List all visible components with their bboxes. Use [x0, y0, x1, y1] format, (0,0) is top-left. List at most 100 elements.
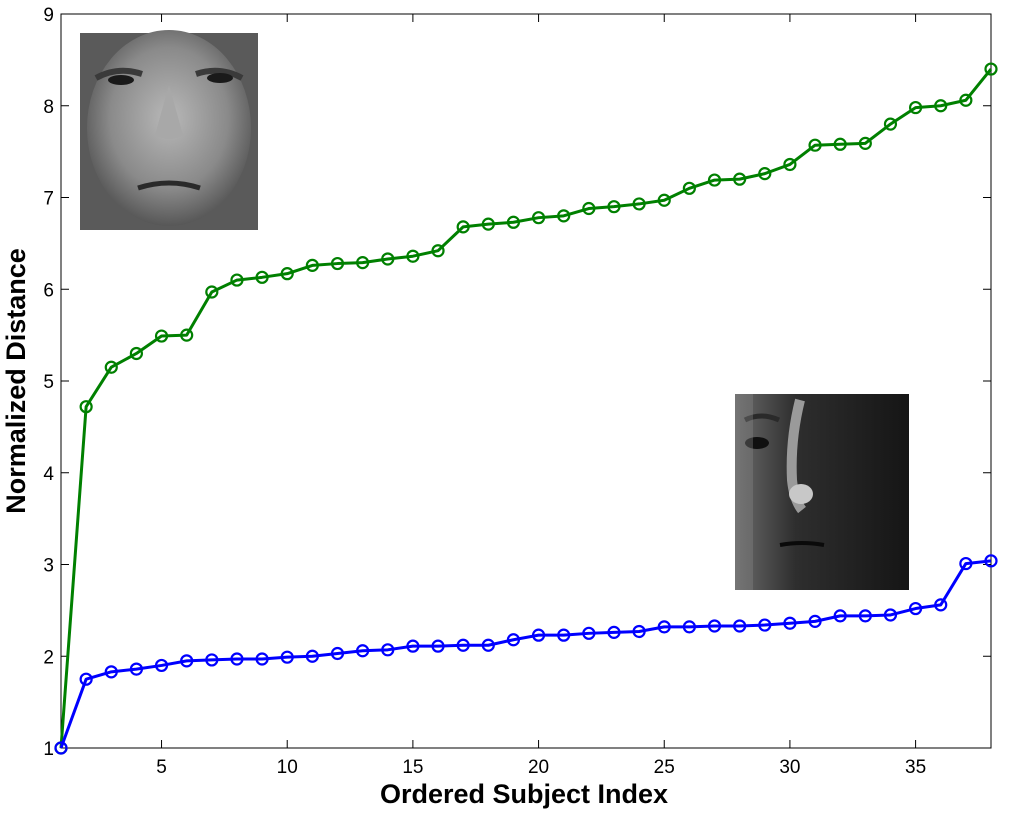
data-point	[908, 100, 923, 115]
data-point	[230, 652, 244, 666]
series-layer	[54, 62, 998, 755]
data-point	[607, 200, 621, 214]
y-tick-label: 5	[43, 372, 54, 393]
data-point	[180, 328, 194, 342]
data-point	[255, 270, 269, 284]
data-point	[356, 256, 370, 270]
data-point	[531, 211, 546, 225]
data-point	[154, 658, 169, 673]
data-point	[858, 609, 872, 623]
data-point	[456, 220, 470, 234]
data-point	[883, 608, 898, 622]
frontal-lit-face-image	[80, 30, 258, 230]
data-point	[205, 653, 219, 667]
data-point	[104, 665, 118, 679]
data-point	[406, 639, 420, 653]
x-axis: 5 10 15 20 25 30 35	[156, 14, 926, 778]
data-point	[808, 138, 822, 152]
data-point	[833, 609, 847, 623]
data-point	[381, 252, 395, 266]
data-point	[582, 626, 596, 640]
data-point	[154, 329, 169, 343]
data-point	[531, 628, 546, 642]
series-2	[54, 554, 998, 755]
data-point	[180, 654, 194, 668]
data-point	[406, 249, 420, 263]
data-point	[205, 285, 219, 299]
y-tick-label: 8	[43, 97, 54, 118]
data-point	[356, 644, 370, 658]
data-point	[758, 618, 772, 632]
data-point	[657, 193, 671, 207]
data-point	[330, 256, 345, 271]
data-point	[582, 201, 596, 216]
y-tick-label: 3	[43, 556, 54, 577]
side-lit-face-image	[735, 394, 909, 590]
data-point	[934, 99, 948, 113]
data-point	[557, 628, 571, 642]
data-point	[883, 117, 898, 131]
data-point	[230, 273, 244, 287]
x-tick-label: 15	[402, 757, 423, 778]
data-point	[808, 614, 822, 628]
x-tick-label: 35	[905, 757, 926, 778]
series-1	[54, 62, 998, 755]
data-point	[305, 649, 319, 663]
data-point	[280, 650, 294, 664]
data-point	[79, 400, 93, 414]
data-point	[758, 167, 772, 181]
data-point	[733, 619, 747, 633]
x-axis-title: Ordered Subject Index	[380, 779, 668, 809]
data-point	[79, 672, 93, 686]
series-line	[59, 559, 992, 749]
data-point	[506, 215, 521, 229]
data-point	[984, 554, 998, 568]
data-point	[255, 652, 269, 666]
data-point	[934, 598, 948, 612]
data-point	[657, 620, 671, 634]
data-point	[607, 625, 621, 639]
data-point	[959, 556, 973, 571]
data-point	[908, 601, 923, 616]
y-tick-label: 6	[43, 280, 54, 301]
data-point	[959, 93, 973, 107]
y-tick-label: 7	[43, 189, 54, 210]
data-point	[330, 646, 345, 661]
y-tick-label: 1	[43, 739, 54, 760]
data-point	[481, 217, 495, 231]
data-point	[733, 172, 747, 186]
x-tick-label: 20	[528, 757, 549, 778]
data-point	[833, 137, 847, 151]
data-point	[104, 360, 118, 374]
data-point	[682, 620, 696, 634]
data-point	[305, 258, 319, 272]
data-point	[431, 244, 445, 258]
x-tick-label: 30	[779, 757, 800, 778]
y-tick-label: 4	[43, 464, 54, 485]
x-tick-label: 5	[156, 757, 167, 778]
y-tick-label: 2	[43, 647, 54, 668]
data-point	[456, 638, 470, 652]
data-point	[783, 157, 797, 172]
data-point	[129, 346, 144, 361]
data-point	[431, 639, 445, 653]
y-tick-label: 9	[43, 5, 54, 26]
data-point	[858, 136, 872, 150]
data-point	[557, 209, 571, 223]
data-point	[381, 643, 395, 657]
data-point	[783, 616, 797, 630]
data-point	[129, 662, 144, 676]
data-point	[707, 173, 722, 187]
x-tick-label: 25	[654, 757, 675, 778]
data-point	[280, 267, 294, 281]
data-point	[506, 633, 521, 647]
y-axis-title: Normalized Distance	[1, 248, 31, 514]
data-point	[632, 197, 646, 211]
data-point	[54, 741, 68, 755]
x-tick-label: 10	[277, 757, 298, 778]
data-point	[481, 638, 495, 652]
data-point	[984, 62, 998, 76]
y-axis: 1 2 3 4 5 6 7 8 9	[43, 5, 991, 760]
data-point	[632, 624, 646, 639]
